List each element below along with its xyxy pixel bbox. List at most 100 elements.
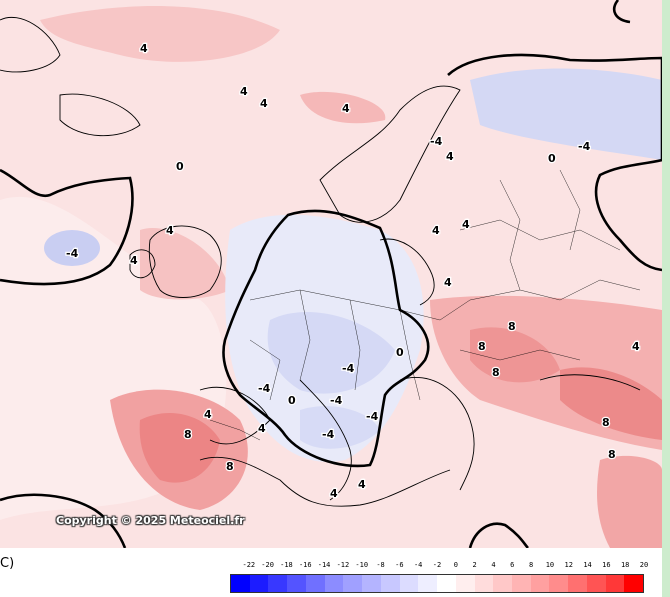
alps-cold-core [267,311,395,394]
contour-label: 0 [288,394,296,407]
balkan-coast [399,376,475,491]
border-line [439,279,641,321]
temperature-anomaly-map: 4 -4 0 4 4 4 4 -4 4 4 -4 4 4 4 0 8 8 8 8… [0,0,662,548]
contour-label: 4 [258,422,266,435]
map-canvas: 4 -4 0 4 4 4 4 -4 4 4 -4 4 4 4 0 8 8 8 8… [0,0,662,548]
balkans-hot-core [470,327,560,383]
colorscale-swatch [493,575,513,592]
colorscale-label: 12 [564,561,573,569]
contour-label: 8 [478,340,486,353]
border-line [459,219,621,251]
colorscale-label: 18 [620,561,630,569]
colorscale-label: -22 [242,561,256,569]
contour-label: 8 [602,416,610,429]
isotherm-northeast [447,53,662,272]
colorscale-swatch [249,575,269,592]
ireland-coast [129,249,156,279]
contour-label: 4 [204,408,212,421]
colorscale-swatch [305,575,325,592]
colorscale-label: -18 [280,561,293,569]
colorscale-label: -4 [413,561,423,569]
contour-label: 4 [240,85,248,98]
zero-isotherm [0,0,662,548]
mediterranean-coast [199,456,451,507]
copyright-watermark: Copyright © 2025 Meteociel.fr [56,514,245,527]
contour-label: 4 [130,254,138,267]
colorscale-label: -2 [432,561,442,569]
border-line [499,179,521,291]
colorscale-swatch [568,575,587,592]
country-borders [209,169,641,441]
isotherm-africa [468,522,529,548]
colorscale-swatch [605,575,625,592]
contour-label: 0 [548,152,556,165]
border-line [209,419,261,441]
colorscale-swatch [474,575,494,592]
colorscale-swatch [549,575,569,592]
contour-label: 4 [444,276,452,289]
colorscale-label: 6 [510,561,515,569]
colorscale-swatch [530,575,550,592]
norwegian-sea-warm-zone [300,91,386,124]
colorscale-swatch [268,575,288,592]
italy-coast [299,379,352,501]
contour-label: 8 [608,448,616,461]
border-line [399,309,421,401]
contour-label: 8 [508,320,516,333]
contour-label: 4 [358,478,366,491]
colorscale-swatch [324,575,344,592]
colorscale-label: 16 [602,561,611,569]
baltic-coast [379,238,435,306]
scandinavia-coast [319,85,461,223]
colorscale-swatch [399,575,419,592]
contour-label: 4 [166,224,174,237]
colorscale-label: -14 [317,561,331,569]
colorscale-swatch [231,575,250,592]
colorscale-swatch [343,575,363,592]
contour-label: 4 [330,487,338,500]
colorscale-label: 8 [528,561,534,569]
colorscale-label: -6 [395,561,404,569]
contour-label: -4 [66,247,79,260]
colorscale-swatch [380,575,400,592]
contour-label: 4 [140,42,148,55]
contour-label: 4 [342,102,350,115]
contour-label: -4 [342,362,355,375]
colorscale-swatch [512,575,531,592]
colorscale-label: 10 [545,561,555,569]
contour-label: 0 [176,160,184,173]
contour-label: 8 [184,428,192,441]
colorscale-swatch [624,575,644,592]
isotherm-arctic [613,0,631,24]
southeast-warm-zone [597,455,662,548]
colorscale-label: -10 [355,561,369,569]
colorscale-label: -16 [298,561,312,569]
contour-label: 4 [462,218,470,231]
atlantic-cold-eddy [44,230,100,266]
colorscale-label: 20 [639,561,649,569]
contour-label: 4 [432,224,440,237]
contour-label: -4 [322,428,335,441]
border-line [349,299,361,391]
colorscale-label: 14 [583,561,592,569]
contour-label: 4 [632,340,640,353]
contour-label: -4 [330,394,343,407]
colorscale-swatch [455,575,475,592]
colorscale-swatch [362,575,381,592]
colorscale-swatch [586,575,606,592]
iceland-coast [59,93,141,137]
unit-label: C) [0,556,15,571]
black-sea-coast [539,374,641,391]
contour-label: 4 [446,150,454,163]
colorscale-swatch [437,575,456,592]
contour-label: 4 [260,97,268,110]
border-line [249,339,281,401]
colorscale-label: 0 [453,561,458,569]
contour-label: -4 [430,135,443,148]
contour-label: 8 [226,460,234,473]
border-line [559,169,581,251]
colorscale-label: -12 [336,561,350,569]
greenland-coast [0,16,61,73]
contour-labels: 4 -4 0 4 4 4 4 -4 4 4 -4 4 4 4 0 8 8 8 8… [65,41,642,502]
isotherm-central-europe [222,209,430,468]
